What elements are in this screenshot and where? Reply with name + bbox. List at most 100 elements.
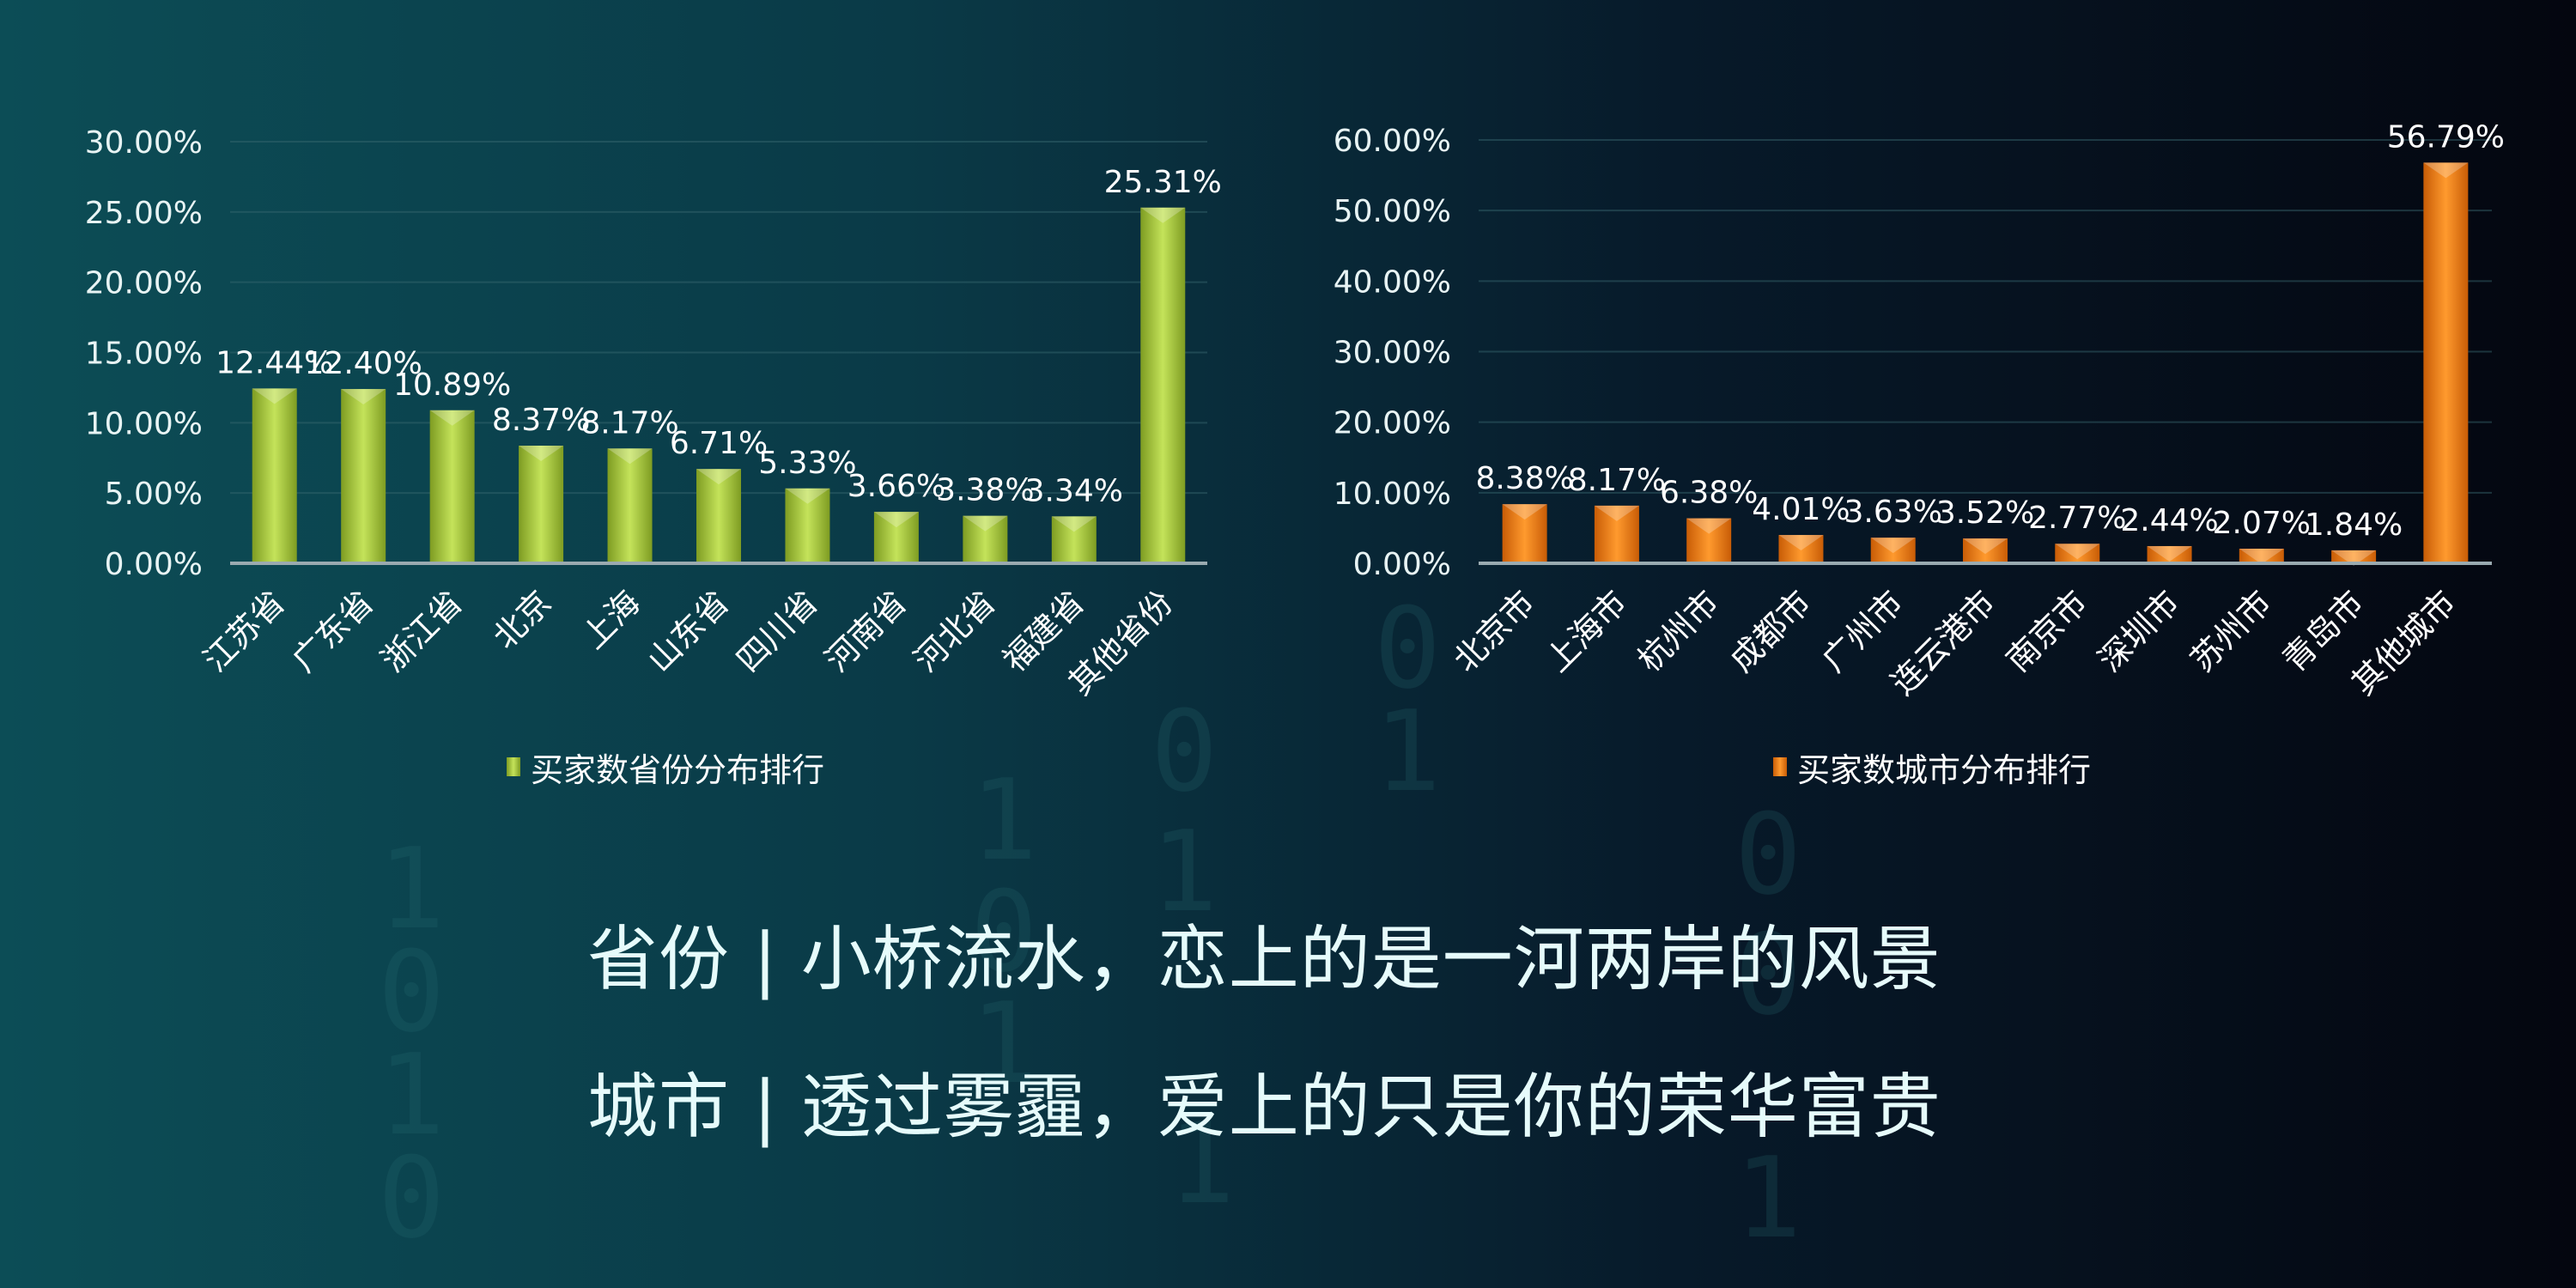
background-digit: 1 <box>378 1030 445 1160</box>
background-digit: 0 <box>1151 686 1218 817</box>
category-label: 南京市 <box>1999 583 2095 679</box>
category-label: 成都市 <box>1722 583 1819 679</box>
y-tick-label: 0.00% <box>1353 547 1451 582</box>
bar <box>2331 550 2377 563</box>
category-label: 河南省 <box>818 583 914 679</box>
bar-bevel <box>1778 535 1824 551</box>
data-label: 2.44% <box>2120 503 2218 538</box>
y-tick-label: 10.00% <box>85 406 203 441</box>
bar <box>429 410 475 563</box>
bar-bevel <box>1051 516 1097 532</box>
bar <box>1140 207 1186 563</box>
data-label: 3.52% <box>1936 495 2034 531</box>
background-digit: 0 <box>1735 789 1801 920</box>
bar <box>873 512 919 563</box>
bar <box>2147 545 2192 563</box>
bar <box>1686 518 1732 563</box>
bar <box>1594 505 1639 563</box>
background-digit: 1 <box>1151 806 1218 937</box>
background-digit: 1 <box>1374 686 1441 817</box>
bar-bevel <box>1502 504 1547 520</box>
y-tick-label: 60.00% <box>1334 124 1451 159</box>
bar-bevel <box>607 448 653 465</box>
caption-city: 城市 | 透过雾霾，爱上的只是你的荣华富贵 <box>587 1066 1941 1148</box>
background-digit: 1 <box>378 823 445 954</box>
bar <box>785 488 830 563</box>
bar <box>341 389 386 563</box>
data-label: 8.38% <box>1475 461 1573 496</box>
data-label: 2.77% <box>2028 501 2126 536</box>
y-tick-label: 20.00% <box>85 266 203 301</box>
data-label: 3.38% <box>936 473 1034 508</box>
category-label: 上海市 <box>1539 583 1635 679</box>
y-tick-label: 10.00% <box>1334 477 1451 512</box>
data-label: 6.71% <box>670 426 768 461</box>
category-label: 上海 <box>574 583 647 656</box>
bar <box>2423 162 2469 564</box>
category-label: 苏州市 <box>2183 583 2279 679</box>
data-label: 2.07% <box>2213 506 2311 541</box>
category-label: 深圳市 <box>2091 583 2187 679</box>
data-label: 56.79% <box>2387 119 2505 155</box>
data-label: 12.44% <box>216 345 333 380</box>
data-label: 3.34% <box>1025 473 1123 508</box>
bar <box>1051 516 1097 563</box>
bar <box>607 448 653 563</box>
data-label: 3.63% <box>1844 495 1942 530</box>
data-label: 8.37% <box>492 403 590 438</box>
bar-bevel <box>1594 505 1639 521</box>
y-tick-label: 15.00% <box>85 337 203 372</box>
legend-label: 买家数城市分布排行 <box>1797 751 2091 789</box>
background-digit: 1 <box>970 978 1037 1109</box>
background-digit: 0 <box>970 866 1037 997</box>
bar-bevel <box>2147 545 2192 562</box>
data-label: 3.66% <box>848 469 945 504</box>
bar-bevel <box>341 389 386 405</box>
bar <box>1870 538 1916 563</box>
background-digit: 1 <box>970 755 1037 885</box>
bar-bevel <box>252 388 297 404</box>
background-digit: 1 <box>1168 1098 1235 1229</box>
category-label: 广东省 <box>285 583 381 679</box>
data-label: 5.33% <box>758 446 856 481</box>
bar-bevel <box>2055 544 2100 560</box>
category-label: 北京 <box>486 583 559 656</box>
background-digit: 0 <box>1374 583 1441 714</box>
data-label: 10.89% <box>393 368 511 403</box>
province-chart: 0.00% 5.00% 10.00% 15.00% 20.00% 25.00% 30.00%… <box>85 125 1222 789</box>
category-label: 江苏省 <box>196 583 292 679</box>
background-digit: 0 <box>378 1133 445 1263</box>
bar <box>963 515 1008 563</box>
bar-bevel <box>1140 207 1186 223</box>
y-tick-label: 5.00% <box>105 477 203 512</box>
y-tick-label: 25.00% <box>85 196 203 231</box>
bar-bevel <box>2239 548 2284 564</box>
category-label: 四川省 <box>729 583 825 679</box>
bar <box>1502 504 1547 563</box>
data-label: 6.38% <box>1660 476 1758 511</box>
bar <box>2239 548 2284 563</box>
category-label: 北京市 <box>1446 583 1542 679</box>
data-label: 25.31% <box>1104 165 1222 200</box>
bar-bevel <box>429 410 475 426</box>
bar <box>519 446 564 563</box>
bar-bevel <box>2423 162 2469 179</box>
bar <box>1778 535 1824 563</box>
bar-bevel <box>1686 518 1732 534</box>
y-tick-label: 30.00% <box>85 125 203 161</box>
y-tick-label: 30.00% <box>1334 336 1451 371</box>
bar <box>252 388 297 563</box>
y-tick-label: 20.00% <box>1334 406 1451 441</box>
bar <box>2055 544 2100 563</box>
category-label: 浙江省 <box>374 583 470 679</box>
bar-bevel <box>696 469 741 485</box>
background-digit: 0 <box>378 927 445 1057</box>
y-tick-label: 50.00% <box>1334 194 1451 229</box>
legend-label: 买家数省份分布排行 <box>531 751 824 789</box>
caption-province: 省份 | 小桥流水，恋上的是一河两岸的风景 <box>587 919 1941 1000</box>
bar-bevel <box>1963 538 2008 555</box>
bar-bevel <box>785 488 830 504</box>
y-tick-label: 40.00% <box>1334 264 1451 300</box>
